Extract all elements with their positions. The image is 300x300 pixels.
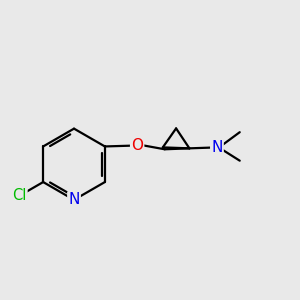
Text: N: N [211,140,223,155]
Text: N: N [68,192,80,207]
Text: Cl: Cl [12,188,26,203]
Text: O: O [131,138,143,153]
